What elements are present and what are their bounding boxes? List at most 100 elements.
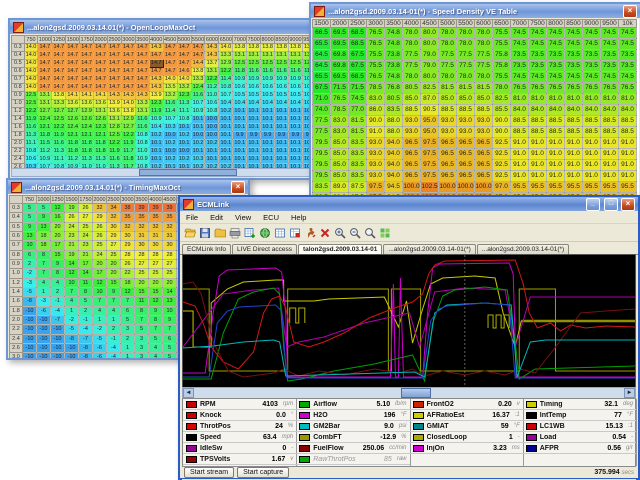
table-cell[interactable]: 23: [78, 240, 93, 251]
table-cell[interactable]: 12.7: [37, 107, 53, 116]
column-header[interactable]: 1250: [51, 35, 67, 44]
table-cell[interactable]: 10.9: [274, 75, 290, 84]
table-cell[interactable]: 11.9: [51, 131, 67, 140]
close-icon[interactable]: ×: [621, 197, 635, 211]
table-cell[interactable]: 14.7: [65, 75, 81, 84]
table-cell[interactable]: 4: [64, 296, 79, 307]
column-header[interactable]: 4000: [148, 35, 164, 44]
tab-2[interactable]: talon2gsd.2009.03.14-01: [297, 244, 383, 254]
param-row-gm2bar[interactable]: GM2Bar 9.0 psi: [296, 421, 410, 432]
table-cell[interactable]: 83.5: [348, 148, 367, 160]
table-cell[interactable]: 91.0: [510, 170, 529, 182]
table-cell[interactable]: -10: [22, 333, 37, 344]
table-cell[interactable]: 10.9: [288, 75, 303, 84]
column-header[interactable]: 4500: [162, 35, 178, 44]
table-cell[interactable]: 97.5: [420, 137, 439, 149]
table-cell[interactable]: 76.5: [546, 82, 565, 94]
table-cell[interactable]: 14.7: [134, 51, 150, 60]
table-cell[interactable]: 74.5: [546, 38, 565, 50]
table-cell[interactable]: 14.7: [107, 59, 122, 68]
table-cell[interactable]: 10.6: [274, 83, 290, 92]
table-cell[interactable]: 73.5: [618, 60, 637, 72]
table-cell[interactable]: 96.5: [438, 137, 457, 149]
table-cell[interactable]: 12.4: [65, 123, 81, 132]
table-cell[interactable]: 96.5: [474, 137, 493, 149]
table-cell[interactable]: 14.7: [51, 67, 67, 76]
table-cell[interactable]: 73.5: [528, 60, 547, 72]
table-cell[interactable]: 7: [120, 296, 135, 307]
table-cell[interactable]: 10.1: [218, 131, 234, 140]
table-cell[interactable]: 14.7: [107, 51, 122, 60]
table-cell[interactable]: 11.9: [148, 107, 164, 116]
table-cell[interactable]: 10: [64, 277, 79, 288]
table-cell[interactable]: 14.7: [120, 75, 136, 84]
table-cell[interactable]: 11.2: [37, 147, 53, 156]
table-cell[interactable]: -10: [22, 305, 37, 316]
table-cell[interactable]: 81.0: [600, 93, 619, 105]
table-cell[interactable]: 73.5: [546, 60, 565, 72]
table-cell[interactable]: 14.7: [93, 75, 109, 84]
table-cell[interactable]: 10.9: [148, 115, 164, 124]
table-cell[interactable]: 32: [92, 202, 107, 214]
table-cell[interactable]: 7: [36, 258, 51, 270]
table-cell[interactable]: 11.8: [65, 147, 81, 156]
table-cell[interactable]: 74.5: [510, 38, 529, 50]
table-cell[interactable]: 12.5: [288, 59, 303, 68]
table-cell[interactable]: 95.5: [528, 181, 547, 193]
table-cell[interactable]: 73.5: [618, 49, 637, 61]
table-cell[interactable]: 78.5: [366, 82, 385, 94]
table-cell[interactable]: 10.1: [274, 147, 290, 156]
column-header[interactable]: 9500: [600, 19, 619, 28]
table-cell[interactable]: 91.0: [582, 137, 601, 149]
table-cell[interactable]: 93.0: [456, 115, 475, 127]
table-cell[interactable]: 32: [148, 221, 163, 233]
table-cell[interactable]: 13.6: [79, 99, 95, 108]
table-cell[interactable]: 14.7: [148, 67, 164, 76]
table-cell[interactable]: 100.0: [402, 181, 421, 193]
table-cell[interactable]: 28: [162, 249, 177, 260]
table-cell[interactable]: 10.1: [190, 123, 206, 132]
table-cell[interactable]: 76.5: [528, 82, 547, 94]
table-cell[interactable]: 12.2: [23, 107, 39, 116]
row-header[interactable]: 2.4: [11, 155, 25, 164]
table-cell[interactable]: 83.5: [348, 170, 367, 182]
table-view-icon[interactable]: [273, 226, 286, 239]
menu-edit[interactable]: Edit: [210, 212, 224, 222]
table-cell[interactable]: 9.9: [288, 131, 303, 140]
table-cell[interactable]: 10.1: [204, 155, 220, 164]
table-cell[interactable]: 94.0: [384, 148, 403, 160]
table-cell[interactable]: 13.8: [274, 43, 290, 52]
table-cell[interactable]: 85.0: [330, 148, 349, 160]
column-header[interactable]: 750: [22, 195, 37, 204]
legend-color-chip[interactable]: [186, 400, 197, 408]
legend-color-chip[interactable]: [299, 444, 311, 452]
table-cell[interactable]: 84.0: [582, 104, 601, 116]
column-header[interactable]: 3500: [384, 19, 403, 28]
table-cell[interactable]: 78.0: [402, 38, 421, 50]
tab-4[interactable]: ...alon2gsd.2009.03.14-01(*): [476, 244, 570, 254]
table-cell[interactable]: 14.7: [134, 59, 150, 68]
table-cell[interactable]: 35: [162, 212, 177, 223]
param-row-speed[interactable]: Speed 63.4 mph: [183, 432, 297, 443]
table-cell[interactable]: 7: [134, 314, 149, 326]
table-cell[interactable]: 88.5: [564, 126, 583, 138]
table-cell[interactable]: 96.5: [402, 148, 421, 160]
table-cell[interactable]: 96.5: [438, 170, 457, 182]
table-cell[interactable]: 82.5: [492, 93, 511, 105]
table-cell[interactable]: 14.7: [51, 75, 67, 84]
table-cell[interactable]: 83.5: [348, 137, 367, 149]
table-cell[interactable]: 14.7: [107, 67, 122, 76]
table-cell[interactable]: 21: [64, 240, 79, 251]
table-cell[interactable]: 81.5: [348, 126, 367, 138]
table-cell[interactable]: 10.4: [218, 99, 234, 108]
menu-help[interactable]: Help: [291, 212, 307, 222]
table-cell[interactable]: 14.7: [120, 59, 136, 68]
table-cell[interactable]: 11.4: [162, 107, 178, 116]
table-cell[interactable]: 14.7: [65, 43, 81, 52]
param-row-combft[interactable]: CombFT -12.9%: [296, 432, 410, 443]
table-cell[interactable]: 14.7: [79, 43, 95, 52]
table-cell[interactable]: 26: [64, 212, 79, 223]
column-header[interactable]: 1000: [37, 35, 53, 44]
table-cell[interactable]: 73.5: [564, 60, 583, 72]
table-cell[interactable]: 4: [50, 277, 65, 288]
